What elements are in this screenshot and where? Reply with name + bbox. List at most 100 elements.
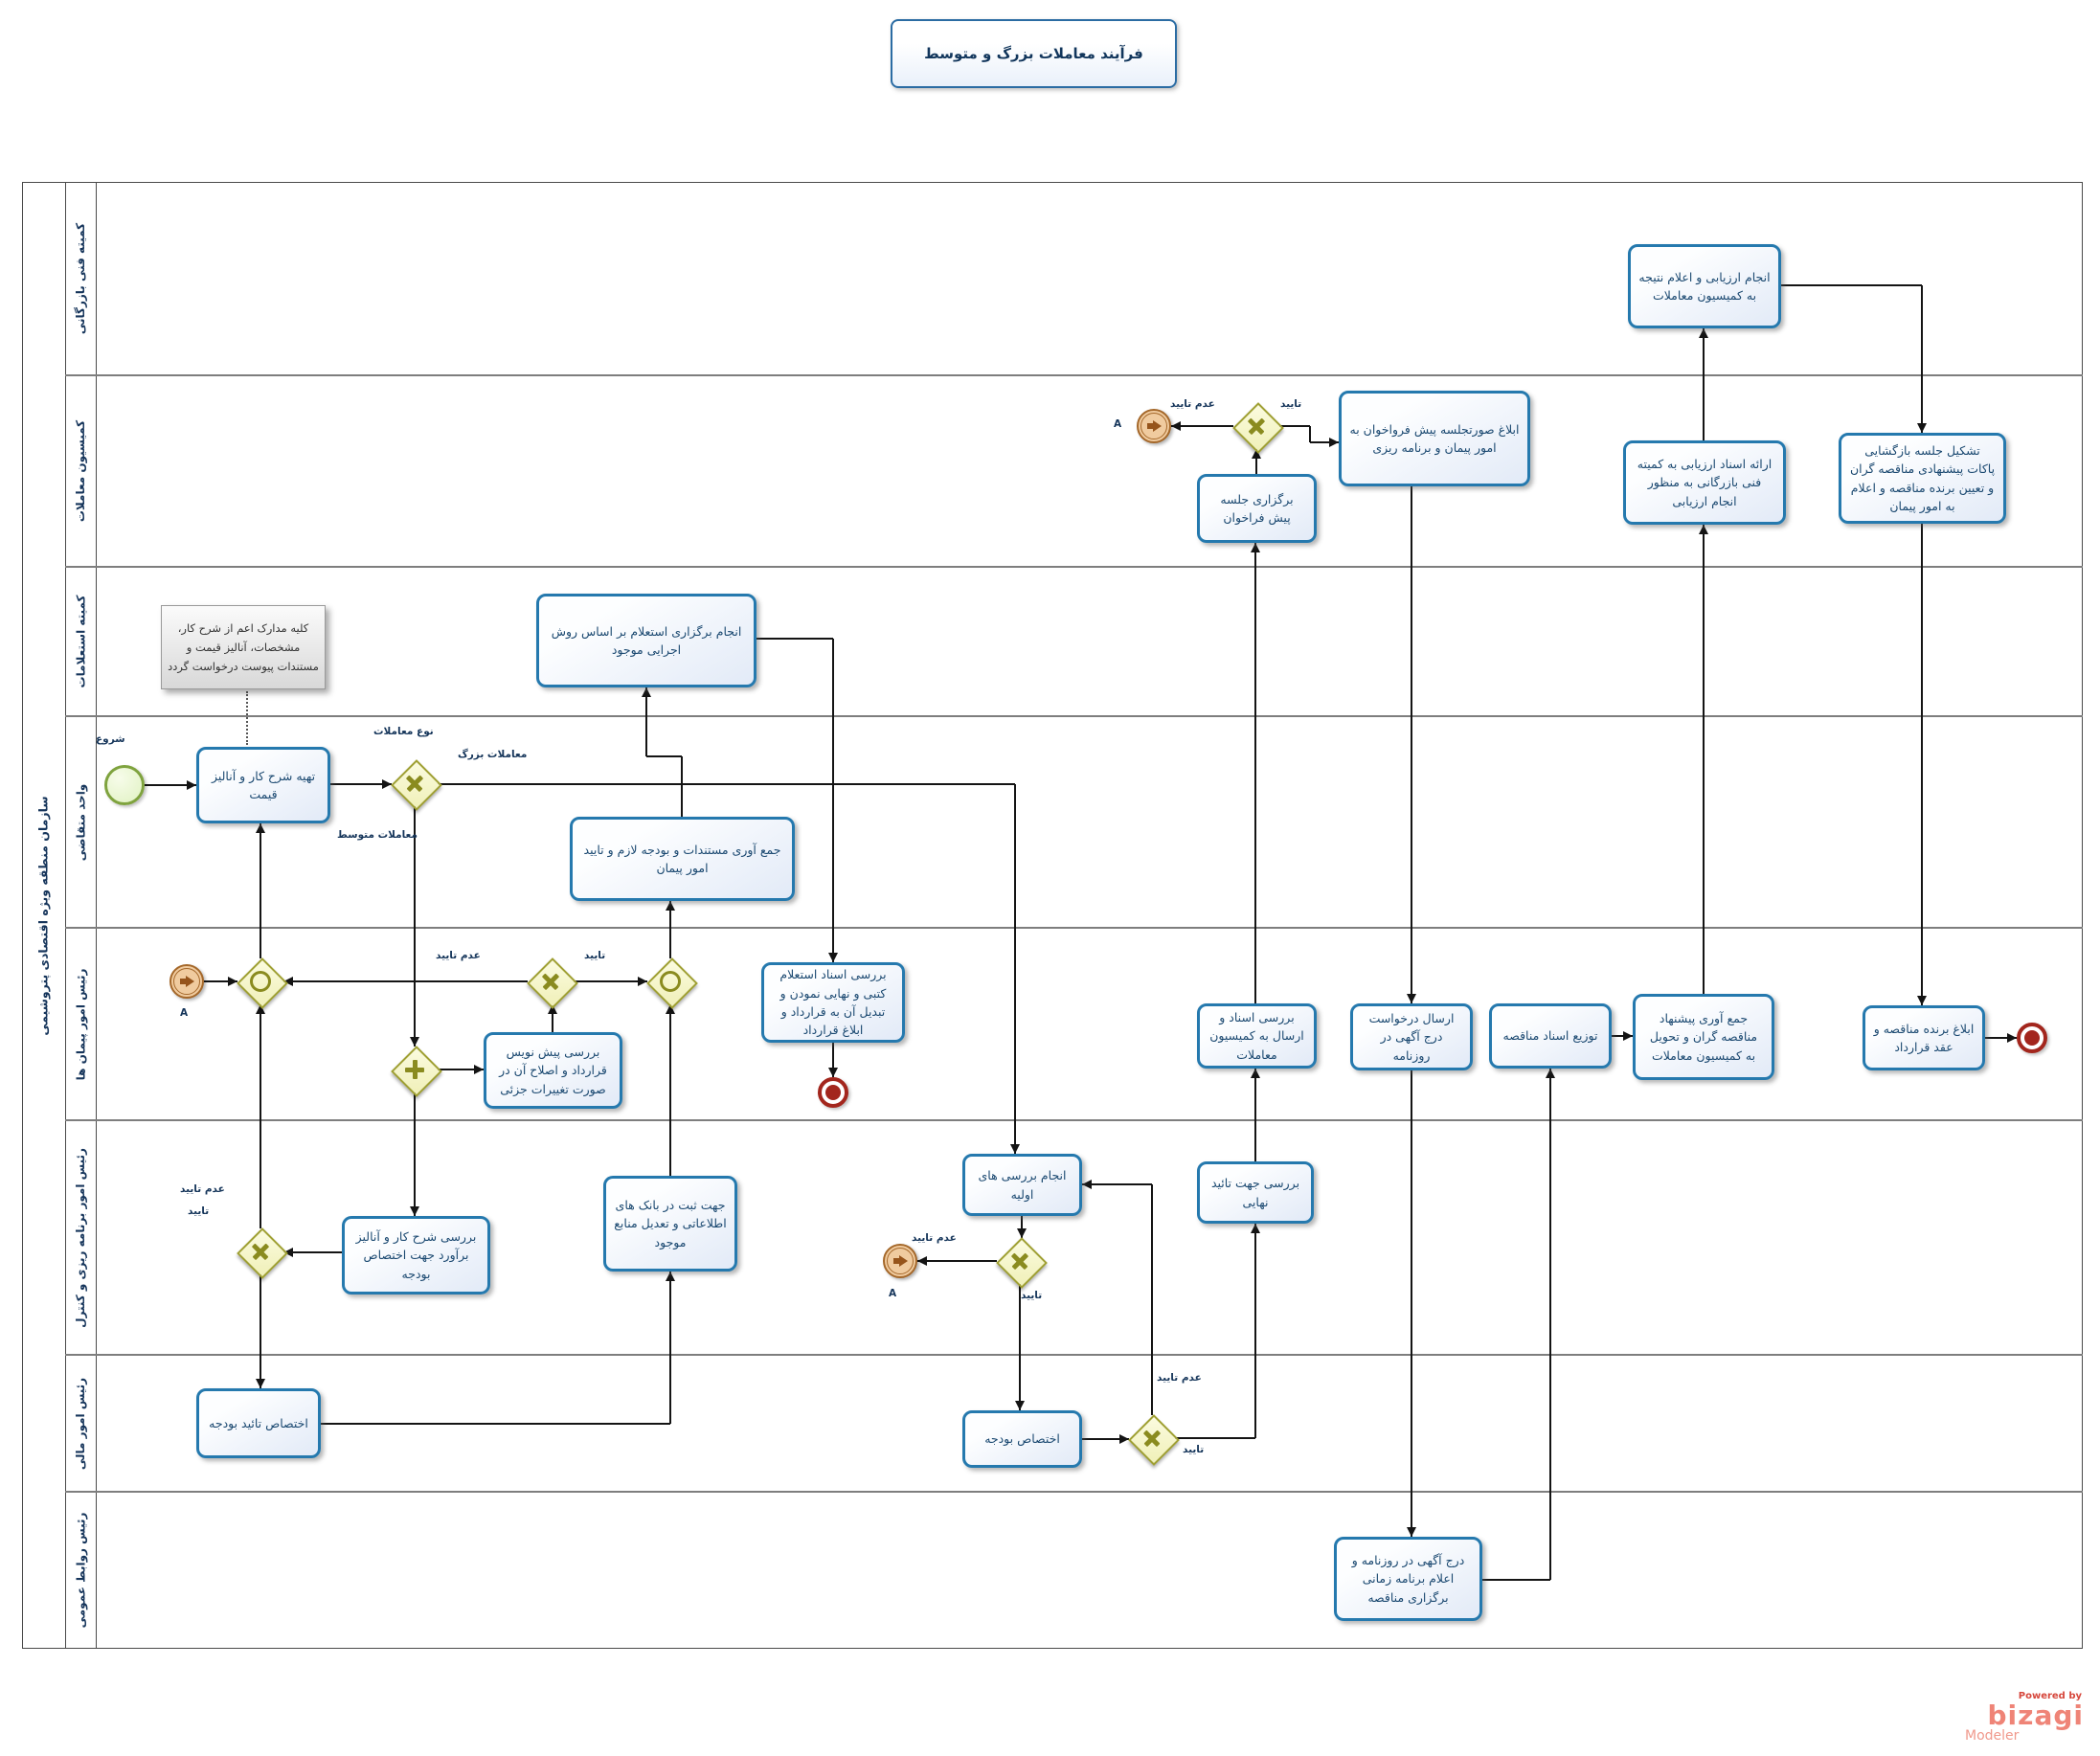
process-title: فرآیند معاملات بزرگ و متوسط bbox=[891, 19, 1177, 88]
task-review-draft-contract[interactable]: بررسی پیش نویس قرارداد و اصلاح آن در صور… bbox=[484, 1032, 622, 1109]
arrowhead bbox=[1917, 423, 1927, 433]
task-submit-evaluation-docs-label: ارائه اسناد ارزیابی به کمیته فنی بازرگان… bbox=[1637, 456, 1773, 508]
gateway-budget-allocation[interactable] bbox=[1128, 1414, 1180, 1466]
powered-by-text: Powered by bbox=[2018, 1691, 2082, 1701]
sequence-flow-1 bbox=[145, 784, 196, 786]
gateway-transaction-type[interactable] bbox=[391, 759, 442, 811]
task-evaluate-announce[interactable]: انجام ارزیابی و اعلام نتیجه به کمیسیون م… bbox=[1628, 244, 1781, 328]
inclusive-gateway-icon bbox=[660, 971, 681, 992]
flow-label-14: عدم تایید bbox=[912, 1232, 957, 1244]
sequence-flow-8 bbox=[574, 980, 647, 982]
sequence-flow-30 bbox=[1171, 425, 1233, 427]
lane-head-public-relations: رئیس روابط عمومی bbox=[65, 1492, 96, 1649]
task-conduct-inquiry[interactable]: انجام برگزاری استعلام بر اساس روش اجرایی… bbox=[536, 594, 756, 687]
arrowhead bbox=[283, 977, 293, 986]
sequence-flow-18 bbox=[646, 755, 682, 757]
flow-label-3: معاملات بزرگ bbox=[458, 749, 528, 760]
gateway-budget-review[interactable] bbox=[237, 1227, 288, 1279]
process-title-text: فرآیند معاملات بزرگ و متوسط bbox=[924, 45, 1143, 62]
lane-requesting-unit: واحد متقاضی bbox=[65, 716, 96, 928]
task-collect-proposals[interactable]: جمع آوری پیشنهاد مناقصه گران و تحویل به … bbox=[1633, 994, 1774, 1080]
task-budget-allocation[interactable]: اختصاص بودجه bbox=[962, 1410, 1082, 1468]
flow-label-17: تایید bbox=[1183, 1444, 1205, 1455]
arrowhead bbox=[666, 1272, 675, 1281]
link-arrow-icon bbox=[179, 976, 194, 987]
arrowhead bbox=[1171, 421, 1181, 431]
link-event-a-planning[interactable] bbox=[883, 1244, 917, 1278]
gateway-merge-contracts[interactable] bbox=[237, 957, 288, 1009]
sequence-flow-39 bbox=[1921, 524, 1923, 1005]
arrowhead bbox=[666, 901, 675, 911]
task-send-ad-request[interactable]: ارسال درخواست درج آگهی در روزنامه bbox=[1350, 1003, 1473, 1070]
modeler-text: Modeler bbox=[1965, 1728, 2020, 1745]
gateway-draft-review[interactable] bbox=[527, 957, 578, 1009]
task-budget-approval-label: اختصاص تائید بودجه bbox=[209, 1415, 308, 1430]
task-announce-winner[interactable]: ابلاغ برنده مناقصه و عقد قرارداد bbox=[1863, 1005, 1985, 1070]
lane-inquiries-committee: کمیته استعلامات bbox=[65, 567, 96, 716]
sequence-flow-19 bbox=[832, 639, 834, 962]
task-initial-reviews[interactable]: انجام بررسی های اولیه bbox=[962, 1154, 1082, 1216]
lane-requesting-unit-label: واحد متقاضی bbox=[74, 783, 88, 861]
task-review-send-commission[interactable]: بررسی اسناد و ارسال به کمیسیون معاملات bbox=[1197, 1003, 1317, 1069]
end-event-dot bbox=[2024, 1030, 2040, 1046]
task-prepare-scope[interactable]: تهیه شرح کار و آنالیز قیمت bbox=[196, 747, 330, 823]
flow-label-7: عدم تایید bbox=[180, 1183, 225, 1195]
gateway-parallel-split[interactable] bbox=[391, 1046, 442, 1097]
task-budget-approval[interactable]: اختصاص تائید بودجه bbox=[196, 1388, 321, 1458]
flow-label-9: A bbox=[180, 1007, 189, 1019]
sequence-flow-11 bbox=[260, 823, 261, 958]
sequence-flow-19 bbox=[756, 638, 833, 640]
flow-label-10: A bbox=[1114, 418, 1122, 430]
task-submit-evaluation-docs[interactable]: ارائه اسناد ارزیابی به کمیته فنی بازرگان… bbox=[1623, 440, 1786, 525]
task-review-inquiry-docs-label: بررسی اسناد استعلام کتبی و نهایی نمودن و… bbox=[779, 967, 887, 1038]
flow-label-4: معاملات متوسط bbox=[337, 829, 418, 841]
arrowhead bbox=[2007, 1033, 2017, 1043]
end-event-tender[interactable] bbox=[2017, 1023, 2047, 1053]
task-review-inquiry-docs[interactable]: بررسی اسناد استعلام کتبی و نهایی نمودن و… bbox=[761, 962, 905, 1043]
arrowhead bbox=[828, 1068, 838, 1077]
link-event-a-commission[interactable] bbox=[1137, 409, 1171, 443]
lane-head-planning-control: رئیس امور برنامه ریزی و کنترل bbox=[65, 1120, 96, 1355]
task-final-approval-review[interactable]: بررسی جهت تائید نهایی bbox=[1197, 1161, 1314, 1224]
flow-label-1: شروع bbox=[96, 733, 125, 745]
task-collect-documents-label: جمع آوری مستندات و بودجه لازم و تایید ام… bbox=[583, 842, 781, 875]
link-event-ring bbox=[887, 1248, 914, 1274]
lane-head-planning-control-label: رئیس امور برنامه ریزی و کنترل bbox=[74, 1147, 88, 1328]
link-event-a-contracts[interactable] bbox=[169, 964, 204, 999]
pool-label-text: سازمان منطقه ویژه اقتصادی پتروشیمی bbox=[36, 795, 51, 1036]
gateway-initial-review[interactable] bbox=[996, 1237, 1048, 1289]
lane-technical-commercial-committee-label: کمیته فنی بازرگانی bbox=[74, 222, 87, 335]
gateway-join-contracts[interactable] bbox=[646, 957, 698, 1009]
end-event-inquiry[interactable] bbox=[818, 1077, 848, 1108]
task-review-scope-budget[interactable]: بررسی شرح کار و آنالیز برآورد جهت اختصاص… bbox=[342, 1216, 490, 1294]
arrowhead bbox=[642, 687, 651, 697]
arrowhead bbox=[228, 977, 237, 986]
sequence-flow-26 bbox=[1254, 1224, 1256, 1438]
sequence-flow-40 bbox=[1985, 1037, 2017, 1039]
start-event[interactable] bbox=[104, 765, 145, 805]
task-distribute-tender-docs[interactable]: توزیع اسناد مناقصه bbox=[1489, 1003, 1612, 1069]
arrowhead bbox=[410, 1037, 419, 1047]
task-send-ad-request-label: ارسال درخواست درج آگهی در روزنامه bbox=[1368, 1010, 1455, 1063]
arrowhead bbox=[1917, 996, 1927, 1005]
sequence-flow-28 bbox=[1254, 543, 1256, 1003]
sequence-flow-27 bbox=[1254, 1069, 1256, 1161]
arrowhead bbox=[187, 780, 196, 790]
bizagi-logo: Powered by bizagi Modeler bbox=[1950, 1691, 2084, 1744]
task-precall-meeting[interactable]: برگزاری جلسه پیش فراخوان bbox=[1197, 474, 1317, 543]
gateway-precall-approval[interactable] bbox=[1232, 402, 1284, 454]
arrowhead bbox=[1251, 1224, 1260, 1233]
lane-head-public-relations-label: رئیس روابط عمومی bbox=[74, 1512, 87, 1629]
sequence-flow-32 bbox=[1411, 486, 1412, 1003]
task-opening-session[interactable]: تشکیل جلسه بازگشایی پاکات پیشنهادی مناقص… bbox=[1839, 433, 2006, 524]
task-final-approval-review-label: بررسی جهت تائید نهایی bbox=[1210, 1176, 1300, 1209]
arrowhead bbox=[917, 1256, 927, 1266]
task-register-databank[interactable]: جهت ثبت در بانک های اطلاعاتی و تعدیل منا… bbox=[603, 1176, 737, 1272]
arrowhead bbox=[1546, 1069, 1555, 1078]
task-notify-minutes[interactable]: ابلاغ صورتجلسه پیش فرواخوان به امور پیما… bbox=[1339, 391, 1530, 486]
task-collect-documents[interactable]: جمع آوری مستندات و بودجه لازم و تایید ام… bbox=[570, 817, 795, 901]
task-initial-reviews-label: انجام بررسی های اولیه bbox=[978, 1168, 1067, 1202]
task-publish-ad[interactable]: درج آگهی در روزنامه و اعلام برنامه زمانی… bbox=[1334, 1537, 1482, 1621]
sequence-flow-37 bbox=[1703, 328, 1705, 440]
